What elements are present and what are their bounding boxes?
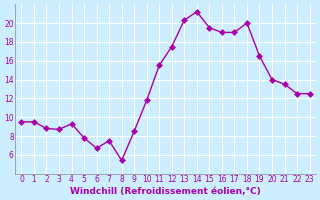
X-axis label: Windchill (Refroidissement éolien,°C): Windchill (Refroidissement éolien,°C) <box>70 187 261 196</box>
